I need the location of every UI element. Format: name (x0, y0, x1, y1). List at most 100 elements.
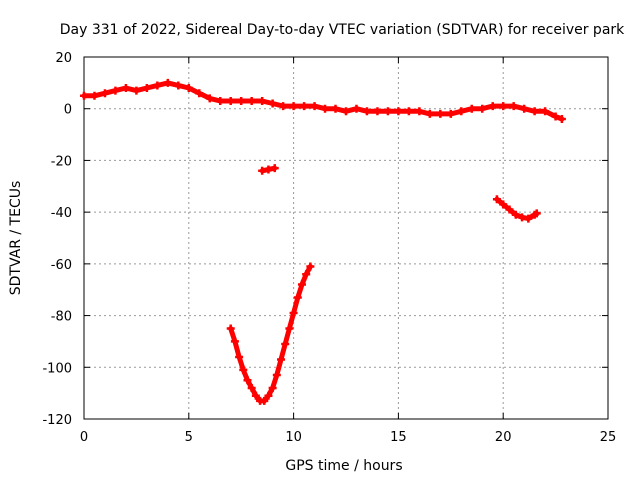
data-point (121, 84, 130, 93)
data-point (237, 96, 246, 105)
y-tick-label: -100 (42, 361, 72, 376)
data-point (300, 102, 309, 111)
data-point (277, 355, 286, 364)
x-tick-label: 5 (185, 430, 193, 445)
series-main-band (80, 78, 566, 124)
data-point (258, 166, 267, 175)
chart-title: Day 331 of 2022, Sidereal Day-to-day VTE… (60, 22, 625, 38)
data-point (247, 96, 256, 105)
data-point (163, 78, 172, 87)
data-point (446, 109, 455, 118)
x-tick-label: 0 (80, 430, 88, 445)
y-tick-label: -120 (42, 413, 72, 428)
data-point (289, 102, 298, 111)
data-point (342, 107, 350, 116)
data-point (260, 396, 269, 405)
data-point (551, 112, 560, 121)
plot-border (83, 56, 609, 420)
data-point (184, 84, 193, 93)
data-point (247, 383, 256, 392)
x-axis-label: GPS time / hours (285, 458, 402, 474)
data-point (321, 104, 330, 113)
data-point (499, 102, 508, 111)
y-tick-label: -20 (51, 154, 72, 169)
x-tick-label: 25 (600, 430, 617, 445)
data-point (436, 109, 445, 118)
data-point (264, 391, 273, 400)
data-point (90, 91, 99, 100)
data-point (467, 104, 476, 113)
data-point (268, 99, 277, 108)
data-point (272, 371, 281, 380)
data-point (509, 102, 518, 111)
data-point (306, 262, 315, 271)
data-point (205, 94, 214, 103)
data-point (518, 213, 527, 222)
data-point (226, 324, 235, 333)
data-point (530, 107, 539, 116)
data-point (352, 104, 361, 113)
series-line (228, 263, 313, 404)
data-point (132, 86, 141, 95)
data-point (268, 383, 277, 392)
data-point (499, 200, 508, 209)
y-tick-label: 20 (55, 51, 72, 66)
series-right-arc (492, 195, 541, 223)
data-point (520, 104, 529, 113)
data-point (492, 195, 501, 204)
x-tick-label: 10 (285, 430, 302, 445)
y-tick-label: 0 (64, 103, 72, 118)
data-point (505, 205, 514, 214)
data-point (243, 376, 252, 385)
data-point (230, 337, 239, 346)
series-short-segment (258, 164, 279, 175)
data-point (153, 81, 162, 90)
data-point (251, 391, 260, 400)
x-tick-label: 15 (390, 430, 407, 445)
data-point (541, 107, 550, 116)
data-point (310, 102, 319, 111)
data-point (373, 107, 382, 116)
data-point (331, 104, 340, 113)
data-point (285, 324, 294, 333)
data-point (511, 210, 520, 219)
y-tick-label: -80 (51, 310, 72, 325)
grid-lines (84, 57, 608, 419)
series-layer (80, 78, 566, 405)
plot-frame (83, 56, 609, 420)
data-point (100, 89, 109, 98)
data-point (142, 84, 151, 93)
data-point (383, 107, 392, 116)
data-point (532, 209, 541, 218)
data-point (289, 308, 298, 317)
data-point (557, 115, 566, 124)
data-point (457, 107, 466, 116)
data-point (258, 96, 267, 105)
data-point (394, 107, 403, 116)
y-axis-label: SDTVAR / TECUs (8, 181, 24, 296)
data-point (239, 365, 248, 374)
data-point (524, 214, 533, 223)
data-point (478, 104, 487, 113)
data-point (293, 293, 302, 302)
data-point (235, 352, 244, 361)
data-point (216, 96, 225, 105)
data-point (279, 102, 288, 111)
data-point (226, 96, 235, 105)
data-point (415, 107, 424, 116)
y-tick-label: -60 (51, 258, 72, 273)
x-axis-ticks: 0 5 10 15 20 25 (80, 57, 616, 445)
data-point (297, 280, 306, 289)
data-point (264, 165, 273, 174)
x-tick-label: 20 (495, 430, 512, 445)
y-axis-ticks: -120 -100 -80 -60 -40 -20 0 20 (42, 51, 608, 428)
data-point (281, 340, 290, 349)
data-point (80, 91, 88, 100)
data-point (302, 270, 311, 279)
data-point (270, 164, 279, 173)
data-point (404, 107, 413, 116)
data-point (488, 102, 497, 111)
series-deep-dip (226, 262, 315, 405)
data-point (111, 86, 120, 95)
